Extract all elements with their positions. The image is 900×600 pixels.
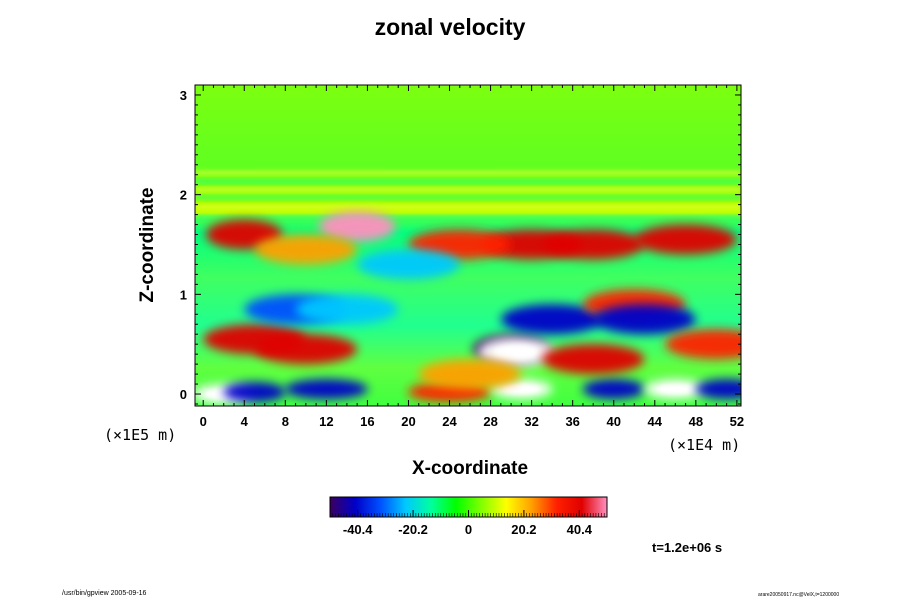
heatmap-feature xyxy=(295,294,399,325)
x-tick-label: 28 xyxy=(483,414,497,429)
y-tick-label: 2 xyxy=(180,188,187,203)
heatmap-field xyxy=(195,170,741,405)
x-axis-label: X-coordinate xyxy=(411,458,529,479)
heatmap-stripe xyxy=(195,214,741,219)
heatmap-feature xyxy=(542,229,645,260)
colorbar: -40.4 -20.2 0 20.2 40.4 xyxy=(329,496,608,537)
x-tick-label: 24 xyxy=(442,414,457,429)
x-unit-label: (×1E4 m) xyxy=(668,436,741,454)
chart-title: zonal velocity xyxy=(374,14,526,40)
x-tick-label: 44 xyxy=(648,414,663,429)
plot-frame xyxy=(194,84,742,407)
heatmap-feature xyxy=(695,379,741,400)
heatmap-saturated-core xyxy=(656,384,695,394)
heatmap-feature xyxy=(357,249,460,280)
x-tick-label: 52 xyxy=(730,414,744,429)
heatmap-feature xyxy=(254,234,358,265)
x-tick-label: 8 xyxy=(282,414,289,429)
heatmap-stripe xyxy=(195,170,741,175)
heatmap-feature xyxy=(318,211,396,242)
y-tick-label: 1 xyxy=(180,287,187,302)
colorbar-tick-label: 20.2 xyxy=(511,522,536,537)
heatmap-feature xyxy=(634,224,737,255)
y-tick-label: 0 xyxy=(180,387,187,402)
colorbar-ticks: -40.4 -20.2 0 20.2 40.4 xyxy=(329,510,608,537)
heatmap-saturated-core xyxy=(502,384,541,394)
x-tick-label: 48 xyxy=(689,414,703,429)
x-tick-label: 4 xyxy=(241,414,249,429)
heatmap-stripe xyxy=(195,187,741,192)
y-unit-label: (×1E5 m) xyxy=(104,426,177,444)
colorbar-tick-label: 40.4 xyxy=(567,522,593,537)
heatmap-stripe xyxy=(195,179,741,184)
heatmap-area xyxy=(195,85,741,406)
colorbar-tick-label: -40.4 xyxy=(343,522,373,537)
x-tick-label: 16 xyxy=(360,414,374,429)
heatmap-feature xyxy=(254,334,358,365)
x-tick-label: 20 xyxy=(401,414,415,429)
heatmap-feature xyxy=(665,329,741,360)
x-tick-label: 40 xyxy=(607,414,621,429)
heatmap-feature xyxy=(582,379,645,400)
footer-file-info: arare20050917.nc@VelX,t=1200000 xyxy=(758,592,840,598)
heatmap-feature xyxy=(593,304,696,335)
x-tick-label: 0 xyxy=(200,414,207,429)
time-label: t=1.2e+06 s xyxy=(652,540,723,555)
colorbar-tick-label: 0 xyxy=(465,522,472,537)
heatmap-feature xyxy=(284,379,368,400)
x-tick-label: 36 xyxy=(565,414,579,429)
heatmap-feature xyxy=(500,304,604,335)
x-tick-label: 32 xyxy=(524,414,538,429)
footer-program-info: /usr/bin/gpview 2005-09-16 xyxy=(62,590,147,597)
heatmap-feature xyxy=(418,359,522,390)
axis-ticks xyxy=(195,85,741,406)
colorbar-tick-label: -20.2 xyxy=(398,522,428,537)
heatmap-saturated-core xyxy=(493,345,540,359)
heatmap-feature xyxy=(223,382,286,403)
y-tick-label: 3 xyxy=(180,88,187,103)
heatmap-stripe xyxy=(195,195,741,200)
x-tick-label: 12 xyxy=(319,414,333,429)
heatmap-feature xyxy=(542,344,645,375)
heatmap-stripe xyxy=(195,204,741,209)
y-axis-label: Z-coordinate xyxy=(137,187,158,303)
